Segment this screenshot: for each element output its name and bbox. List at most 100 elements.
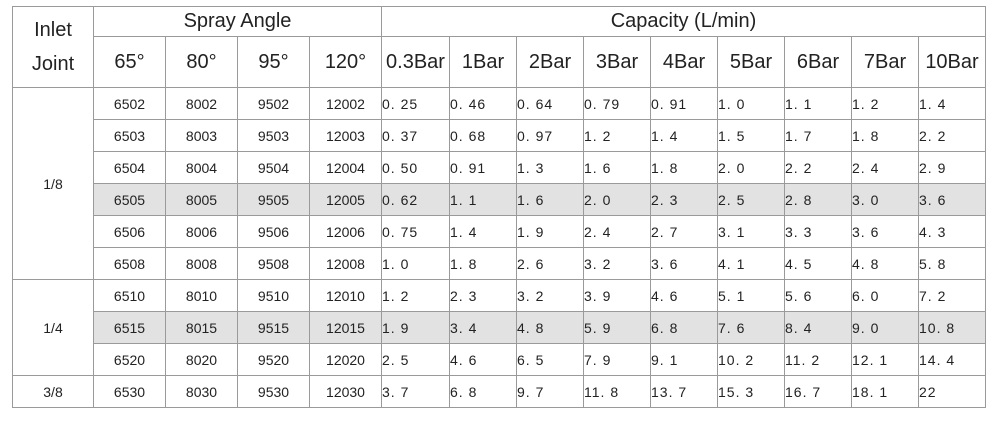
model-cell: 8005 <box>165 183 238 216</box>
capacity-cell: 1. 1 <box>784 87 852 120</box>
inlet-joint-header: Inlet Joint <box>12 6 94 88</box>
model-cell: 8003 <box>165 119 238 152</box>
capacity-cell: 4. 8 <box>851 247 919 280</box>
model-cell: 6502 <box>93 87 166 120</box>
capacity-cell: 2. 3 <box>449 279 517 312</box>
capacity-cell: 1. 2 <box>381 279 450 312</box>
pressure-header-cell: 3Bar <box>583 36 651 88</box>
capacity-cell: 18. 1 <box>851 375 919 408</box>
capacity-cell: 22 <box>918 375 986 408</box>
model-cell: 6506 <box>93 215 166 248</box>
model-cell: 8008 <box>165 247 238 280</box>
model-cell: 9502 <box>237 87 310 120</box>
model-cell: 9506 <box>237 215 310 248</box>
capacity-cell: 4. 6 <box>650 279 718 312</box>
capacity-cell: 2. 6 <box>516 247 584 280</box>
capacity-cell: 1. 1 <box>449 183 517 216</box>
capacity-cell: 10. 8 <box>918 311 986 344</box>
model-cell: 12006 <box>309 215 382 248</box>
model-cell: 8004 <box>165 151 238 184</box>
capacity-cell: 2. 2 <box>784 151 852 184</box>
capacity-cell: 4. 6 <box>449 343 517 376</box>
model-cell: 8002 <box>165 87 238 120</box>
angle-header-cell: 65° <box>93 36 166 88</box>
pressure-header-cell: 5Bar <box>717 36 785 88</box>
model-cell: 6503 <box>93 119 166 152</box>
model-cell: 6520 <box>93 343 166 376</box>
capacity-cell: 4. 5 <box>784 247 852 280</box>
capacity-cell: 1. 8 <box>650 151 718 184</box>
model-cell: 9530 <box>237 375 310 408</box>
capacity-cell: 1. 7 <box>784 119 852 152</box>
nozzle-capacity-table: Inlet Joint Spray Angle Capacity (L/min)… <box>12 6 986 408</box>
capacity-cell: 3. 9 <box>583 279 651 312</box>
pressure-header-cell: 1Bar <box>449 36 517 88</box>
capacity-cell: 0. 91 <box>449 151 517 184</box>
capacity-cell: 0. 64 <box>516 87 584 120</box>
capacity-cell: 14. 4 <box>918 343 986 376</box>
table-row: 6520 8020 9520 12020 2. 5 4. 6 6. 5 7. 9 9. 1 10.… <box>13 343 986 376</box>
capacity-cell: 1. 5 <box>717 119 785 152</box>
model-cell: 8010 <box>165 279 238 312</box>
capacity-cell: 2. 5 <box>717 183 785 216</box>
inlet-joint-label-line1: Inlet <box>34 19 72 41</box>
table-row: 6503 8003 9503 12003 0. 37 0. 68 0. 97 1. 2 1. 4… <box>13 119 986 152</box>
model-cell: 12004 <box>309 151 382 184</box>
capacity-cell: 5. 9 <box>583 311 651 344</box>
capacity-cell: 7. 6 <box>717 311 785 344</box>
capacity-cell: 3. 4 <box>449 311 517 344</box>
model-cell: 9505 <box>237 183 310 216</box>
table-row: 1/8 6502 8002 9502 12002 0. 25 0. 46 0. 64 0. 79… <box>12 87 986 280</box>
capacity-cell: 1. 4 <box>918 87 986 120</box>
capacity-cell: 6. 8 <box>449 375 517 408</box>
capacity-cell: 10. 2 <box>717 343 785 376</box>
model-cell: 9504 <box>237 151 310 184</box>
capacity-cell: 9. 7 <box>516 375 584 408</box>
capacity-cell: 3. 0 <box>851 183 919 216</box>
model-cell: 12010 <box>309 279 382 312</box>
table-row: 6505 8005 9505 12005 0. 62 1. 1 1. 6 2. 0 2. 3 2.… <box>13 183 986 216</box>
capacity-cell: 13. 7 <box>650 375 718 408</box>
capacity-cell: 1. 0 <box>381 247 450 280</box>
capacity-header: Capacity (L/min) <box>381 6 986 37</box>
capacity-cell: 7. 2 <box>918 279 986 312</box>
capacity-cell: 1. 2 <box>851 87 919 120</box>
capacity-cell: 1. 2 <box>583 119 651 152</box>
angle-header-cell: 95° <box>237 36 310 88</box>
model-cell: 12030 <box>309 375 382 408</box>
capacity-cell: 2. 9 <box>918 151 986 184</box>
capacity-cell: 16. 7 <box>784 375 852 408</box>
capacity-cell: 7. 9 <box>583 343 651 376</box>
table-row: 3/8 6530 8030 9530 12030 3. 7 6. 8 9. 7 11. 8 13.… <box>12 375 986 408</box>
capacity-cell: 0. 79 <box>583 87 651 120</box>
capacity-cell: 1. 4 <box>449 215 517 248</box>
model-cell: 8020 <box>165 343 238 376</box>
capacity-cell: 2. 2 <box>918 119 986 152</box>
model-cell: 9515 <box>237 311 310 344</box>
pressure-header-cell: 6Bar <box>784 36 852 88</box>
capacity-cell: 0. 91 <box>650 87 718 120</box>
capacity-cell: 4. 8 <box>516 311 584 344</box>
capacity-cell: 8. 4 <box>784 311 852 344</box>
table-row: 6506 8006 9506 12006 0. 75 1. 4 1. 9 2. 4 2. 7 3.… <box>13 215 986 248</box>
capacity-cell: 9. 1 <box>650 343 718 376</box>
capacity-cell: 0. 68 <box>449 119 517 152</box>
table-row: 1/4 6510 8010 9510 12010 1. 2 2. 3 3. 2 3. 9 4. 6… <box>12 279 986 376</box>
capacity-cell: 0. 62 <box>381 183 450 216</box>
model-cell: 9503 <box>237 119 310 152</box>
model-cell: 9508 <box>237 247 310 280</box>
capacity-cell: 2. 3 <box>650 183 718 216</box>
capacity-cell: 1. 4 <box>650 119 718 152</box>
capacity-cell: 1. 8 <box>449 247 517 280</box>
capacity-cell: 2. 7 <box>650 215 718 248</box>
spray-angle-header: Spray Angle <box>93 6 382 37</box>
capacity-cell: 0. 46 <box>449 87 517 120</box>
model-cell: 6510 <box>93 279 166 312</box>
model-cell: 9520 <box>237 343 310 376</box>
capacity-cell: 3. 1 <box>717 215 785 248</box>
capacity-cell: 6. 0 <box>851 279 919 312</box>
capacity-cell: 2. 4 <box>851 151 919 184</box>
capacity-cell: 6. 8 <box>650 311 718 344</box>
model-cell: 12003 <box>309 119 382 152</box>
table-body: 1/8 6502 8002 9502 12002 0. 25 0. 46 0. 64 0. 79… <box>12 87 986 408</box>
